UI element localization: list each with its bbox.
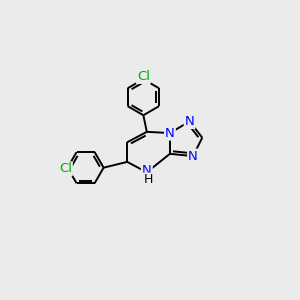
Text: N: N (142, 164, 152, 177)
Text: Cl: Cl (59, 162, 72, 175)
Text: N: N (185, 115, 194, 128)
Text: H: H (143, 173, 153, 186)
Text: Cl: Cl (137, 70, 150, 83)
Text: N: N (188, 150, 198, 163)
Text: N: N (165, 127, 175, 140)
